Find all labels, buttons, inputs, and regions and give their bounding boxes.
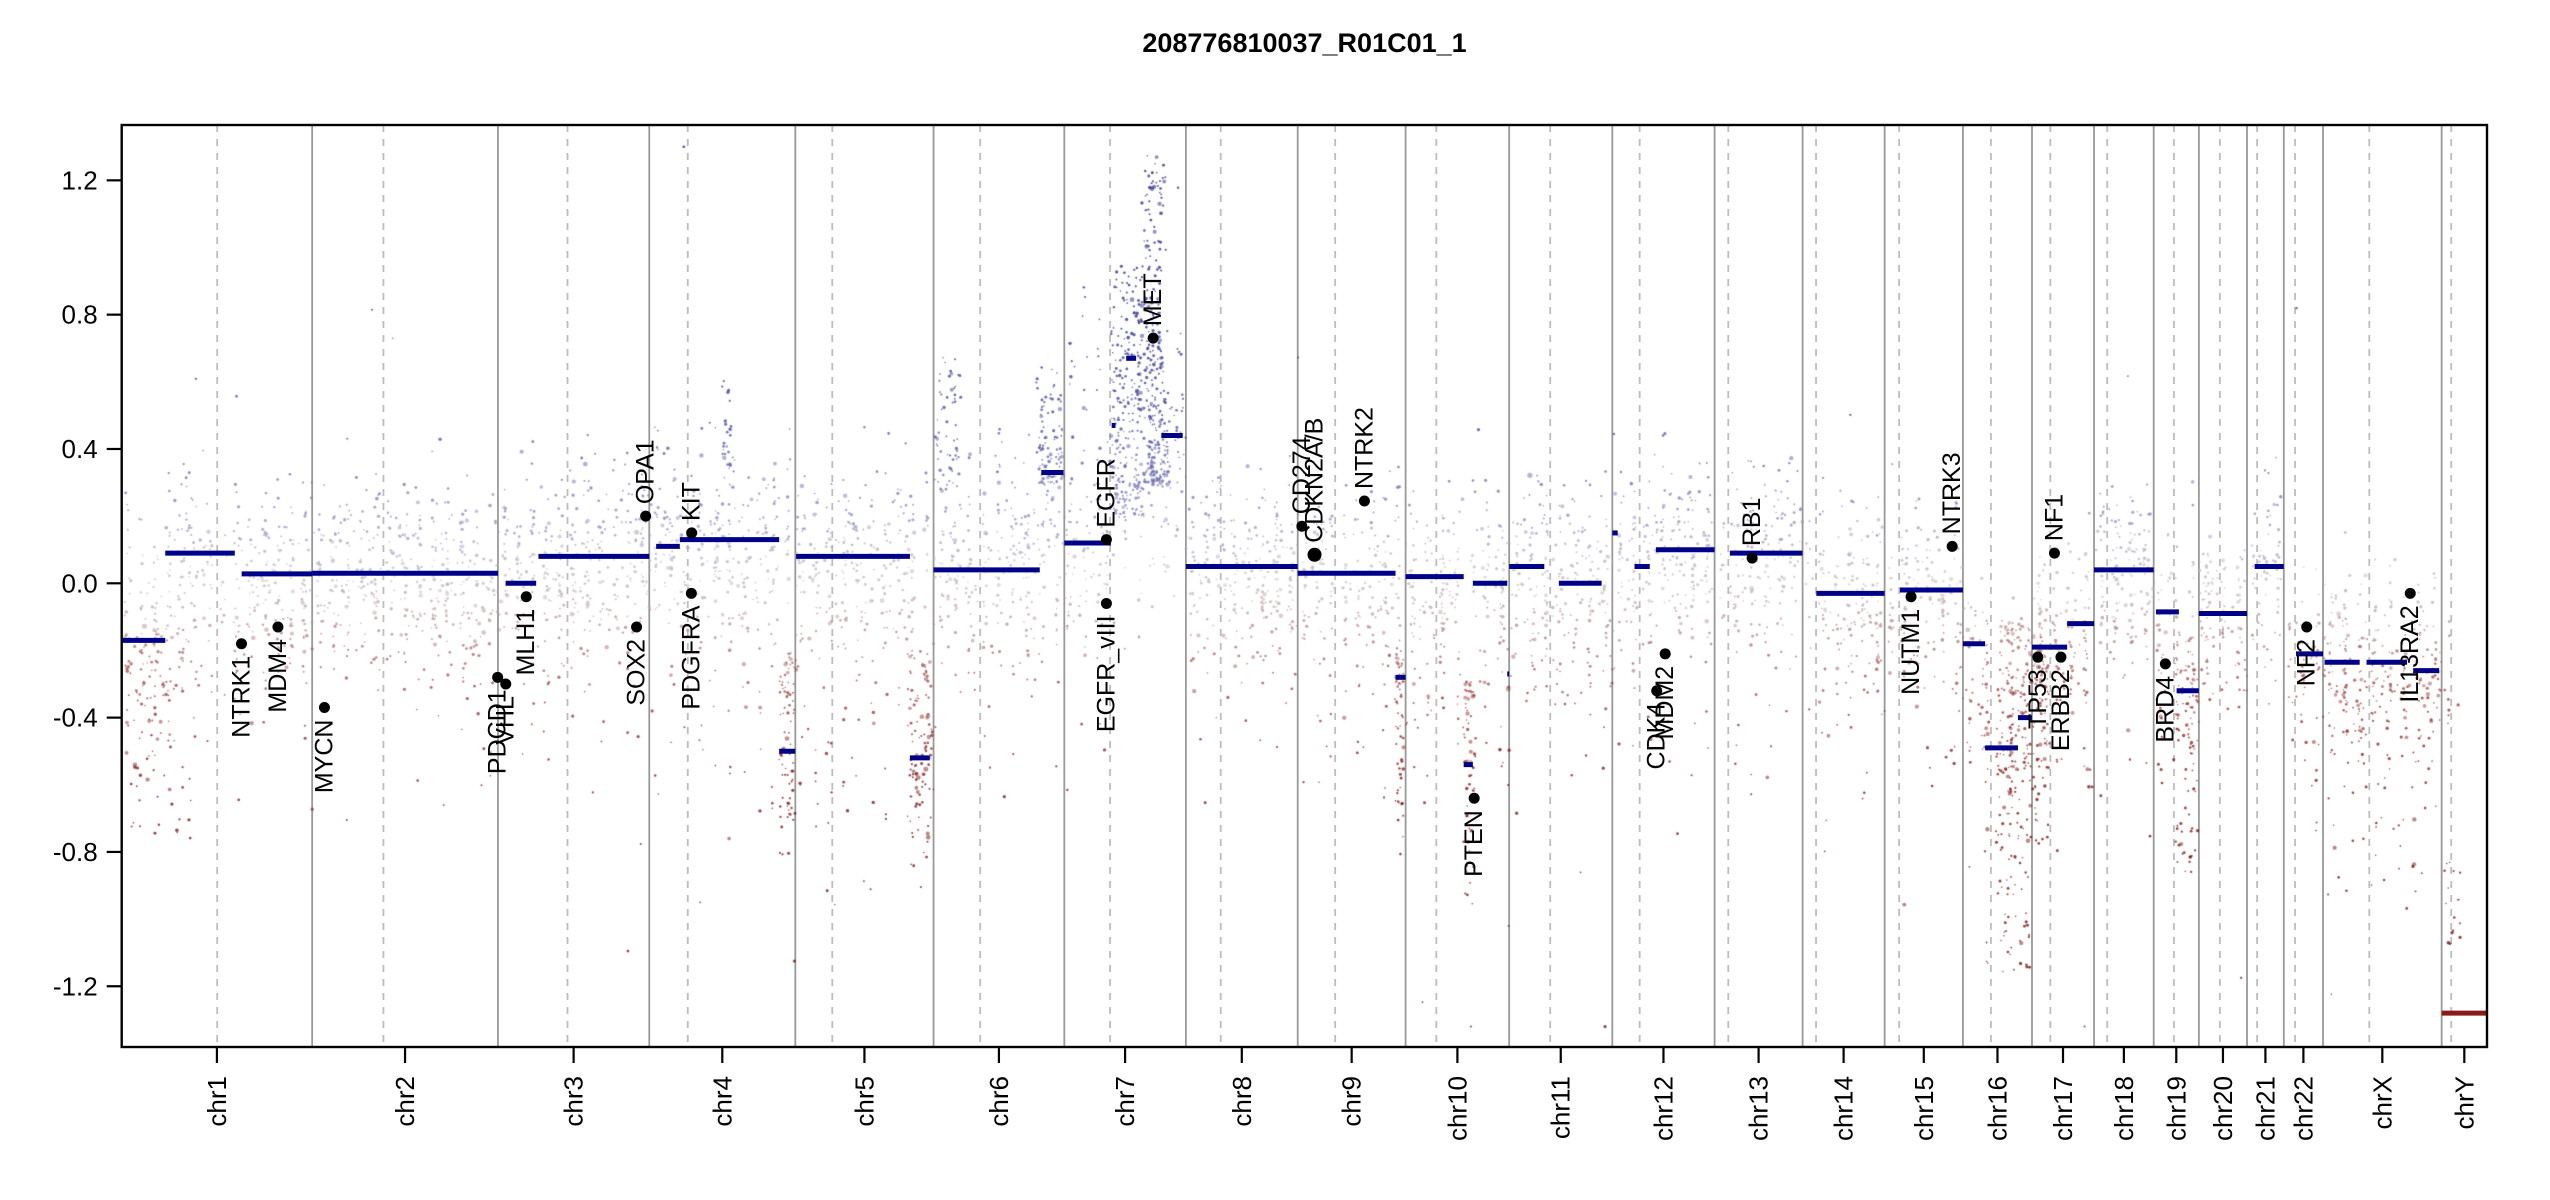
gene-label-BRD4: BRD4 xyxy=(2151,676,2179,743)
gene-dot-MYCN xyxy=(318,702,330,714)
gene-label-PTEN: PTEN xyxy=(1460,810,1488,877)
y-axis-tick-label: 0.0 xyxy=(62,568,98,598)
gene-dot-MLH1 xyxy=(520,591,532,603)
gene-label-NTRK1: NTRK1 xyxy=(228,656,256,738)
x-axis-tick-label-chrX: chrX xyxy=(2367,1076,2397,1129)
x-axis-tick-label-chr15: chr15 xyxy=(1909,1076,1939,1141)
gene-dot-VHL xyxy=(500,678,512,690)
gene-dot-RB1 xyxy=(1746,552,1758,564)
gene-label-MDM2: MDM2 xyxy=(1651,666,1679,740)
x-axis-tick-label-chr2: chr2 xyxy=(390,1076,420,1127)
x-axis-tick-label-chr10: chr10 xyxy=(1442,1076,1472,1141)
gene-dot-NF1 xyxy=(2048,547,2060,559)
gene-label-NF1: NF1 xyxy=(2040,494,2068,541)
x-axis-tick-label-chr8: chr8 xyxy=(1227,1076,1257,1127)
gene-dot-KIT xyxy=(686,527,698,539)
gene-label-CDKN2AB: CDKN2A/B xyxy=(1301,418,1329,543)
gene-label-KIT: KIT xyxy=(678,482,706,521)
gene-dot-PTEN xyxy=(1468,792,1480,804)
gene-label-IL13RA2: IL13RA2 xyxy=(2396,605,2424,702)
gene-label-VHL: VHL xyxy=(492,696,520,745)
x-axis-tick-label-chr14: chr14 xyxy=(1829,1076,1859,1141)
gene-label-NTRK2: NTRK2 xyxy=(1350,407,1378,489)
x-axis-tick-label-chr18: chr18 xyxy=(2109,1076,2139,1141)
y-axis-tick-label: 0.4 xyxy=(62,434,98,464)
x-axis-tick-label-chr4: chr4 xyxy=(707,1076,737,1127)
y-axis-tick-label: 1.2 xyxy=(62,165,98,195)
gene-label-TP53: TP53 xyxy=(2024,669,2052,729)
x-axis-tick-label-chr13: chr13 xyxy=(1744,1076,1774,1141)
gene-dot-CDKN2AB xyxy=(1307,547,1322,562)
gene-dot-MDM4 xyxy=(272,621,284,633)
gene-label-PDGFRA: PDGFRA xyxy=(677,605,705,710)
gene-dot-TP53 xyxy=(2032,651,2044,663)
x-axis-tick-label-chr9: chr9 xyxy=(1337,1076,1367,1127)
x-axis-tick-label-chr12: chr12 xyxy=(1648,1076,1678,1141)
gene-label-RB1: RB1 xyxy=(1738,497,1766,546)
x-axis-tick-label-chr1: chr1 xyxy=(202,1076,232,1127)
x-axis-tick-label-chr11: chr11 xyxy=(1546,1076,1576,1139)
y-axis-tick-label: -0.8 xyxy=(53,837,98,867)
gene-label-MYCN: MYCN xyxy=(310,720,338,794)
gene-label-ERBB2: ERBB2 xyxy=(2047,669,2075,751)
gene-dot-BRD4 xyxy=(2159,658,2171,670)
gene-label-NF2: NF2 xyxy=(2293,639,2321,686)
gene-label-PDCD1: PDCD1 xyxy=(484,689,512,774)
x-axis-tick-label-chr5: chr5 xyxy=(849,1076,879,1127)
gene-dot-MDM2 xyxy=(1659,648,1671,660)
gene-label-MDM4: MDM4 xyxy=(264,639,292,713)
x-axis-tick-label-chr17: chr17 xyxy=(2048,1076,2078,1141)
x-axis-tick-label-chr19: chr19 xyxy=(2161,1076,2191,1141)
x-axis-tick-label-chr20: chr20 xyxy=(2208,1076,2238,1141)
gene-dot-IL13RA2 xyxy=(2404,587,2416,599)
gene-dot-NUTM1 xyxy=(1905,591,1917,603)
gene-dot-EGFR xyxy=(1100,534,1112,546)
gene-dot-ERBB2 xyxy=(2055,651,2067,663)
gene-label-MET: MET xyxy=(1139,273,1167,326)
plot-border xyxy=(120,123,2489,1049)
x-axis-tick-label-chr7: chr7 xyxy=(1110,1076,1140,1127)
x-axis-tick-label-chr3: chr3 xyxy=(559,1076,589,1127)
y-axis-tick-label: -0.4 xyxy=(53,703,98,733)
gene-dot-NTRK1 xyxy=(236,638,248,650)
gene-dot-NTRK3 xyxy=(1946,540,1958,552)
gene-dot-PDGFRA xyxy=(685,587,697,599)
gene-label-CDK4: CDK4 xyxy=(1643,703,1671,770)
gene-label-EGFR: EGFR xyxy=(1092,458,1120,527)
gene-dot-NTRK2 xyxy=(1358,495,1370,507)
gene-dot-NF2 xyxy=(2301,621,2313,633)
x-axis-tick-label-chrY: chrY xyxy=(2449,1076,2479,1129)
gene-label-MLH1: MLH1 xyxy=(512,609,540,676)
gene-dot-EGFR_vIII xyxy=(1100,597,1112,609)
y-axis-tick-label: 0.8 xyxy=(62,300,98,330)
gene-dot-CDK4 xyxy=(1651,685,1663,697)
gene-label-NTRK3: NTRK3 xyxy=(1938,452,1966,534)
y-axis-tick-label: -1.2 xyxy=(53,971,98,1001)
gene-label-SOX2: SOX2 xyxy=(623,639,651,706)
x-axis-tick-label-chr21: chr21 xyxy=(2250,1076,2280,1141)
gene-dot-OPA1 xyxy=(640,510,652,522)
gene-label-EGFR_vIII: EGFR_vIII xyxy=(1092,615,1120,732)
gene-label-OPA1: OPA1 xyxy=(632,439,660,504)
x-axis-tick-label-chr16: chr16 xyxy=(1982,1076,2012,1141)
x-axis-tick-label-chr6: chr6 xyxy=(984,1076,1014,1127)
x-axis-tick-label-chr22: chr22 xyxy=(2288,1076,2318,1141)
gene-dot-CD274 xyxy=(1296,520,1308,532)
gene-dot-MET xyxy=(1147,332,1159,344)
gene-dot-PDCD1 xyxy=(492,671,504,683)
gene-label-CD274: CD274 xyxy=(1288,436,1316,514)
gene-label-NUTM1: NUTM1 xyxy=(1897,609,1925,695)
gene-dot-SOX2 xyxy=(631,621,643,633)
